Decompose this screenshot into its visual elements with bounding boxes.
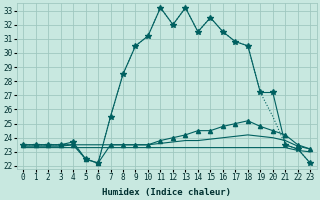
X-axis label: Humidex (Indice chaleur): Humidex (Indice chaleur) [102,188,231,197]
